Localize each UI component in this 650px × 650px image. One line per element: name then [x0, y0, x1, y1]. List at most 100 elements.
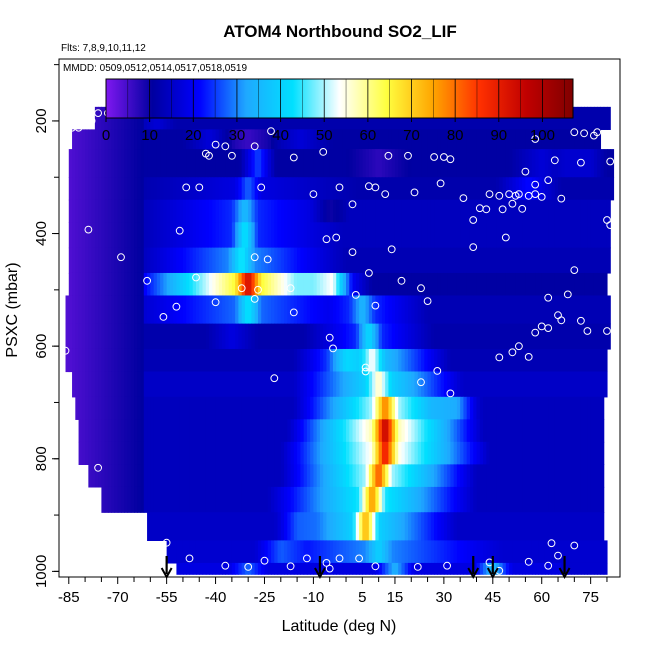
heatmap-cell: [597, 295, 602, 325]
heatmap-cell: [163, 272, 168, 297]
heatmap-cell: [483, 247, 487, 274]
heatmap-cell: [88, 419, 93, 443]
heatmap-cell: [443, 247, 448, 274]
heatmap-cell: [251, 272, 256, 297]
profile-point: [365, 269, 373, 277]
heatmap-cell: [531, 323, 536, 350]
heatmap-cell: [326, 512, 331, 541]
heatmap-cell: [411, 323, 416, 350]
heatmap-cell: [515, 562, 520, 575]
heatmap-cell: [456, 129, 461, 150]
heatmap-cell: [277, 149, 282, 178]
heatmap-cell: [421, 419, 425, 443]
heatmap-cell: [114, 129, 119, 150]
heatmap-cell: [580, 512, 585, 541]
heatmap-cell: [466, 512, 471, 541]
heatmap-cell: [355, 323, 360, 350]
heatmap-cell: [593, 512, 598, 541]
heatmap-cell: [372, 562, 376, 575]
heatmap-cell: [91, 396, 96, 420]
heatmap-cell: [342, 396, 347, 420]
heatmap-cell: [189, 129, 194, 150]
heatmap-cell: [186, 441, 191, 465]
heatmap-cell: [411, 295, 416, 325]
heatmap-cell: [381, 348, 386, 373]
heatmap-cell: [143, 419, 148, 443]
heatmap-cell: [538, 419, 543, 443]
heatmap-cell: [388, 129, 393, 150]
heatmap-cell: [293, 441, 298, 465]
heatmap-cell: [215, 540, 220, 564]
heatmap-cell: [222, 464, 226, 488]
heatmap-cell: [496, 486, 500, 513]
heatmap-cell: [120, 199, 125, 223]
heatmap-cell: [531, 199, 536, 223]
heatmap-cell: [153, 199, 158, 223]
heatmap-cell: [584, 149, 588, 178]
heatmap-cell: [394, 562, 399, 575]
heatmap-cell: [394, 129, 399, 150]
heatmap-cell: [228, 272, 233, 297]
heatmap-cell: [548, 419, 553, 443]
heatmap-cell: [411, 540, 416, 564]
heatmap-cell: [166, 348, 171, 373]
heatmap-cell: [228, 177, 233, 201]
colorbar-tick-label: 40: [272, 127, 289, 144]
heatmap-cell: [179, 272, 184, 297]
heatmap-cell: [522, 272, 527, 297]
heatmap-cell: [336, 177, 341, 201]
heatmap-cell: [332, 348, 337, 373]
heatmap-cell: [359, 512, 363, 541]
heatmap-cell: [535, 199, 540, 223]
dates-subtitle: MMDD: 0509,0512,0514,0517,0518,0519: [63, 63, 247, 74]
heatmap-cell: [512, 129, 517, 150]
heatmap-cell: [427, 177, 432, 201]
heatmap-cell: [140, 323, 145, 350]
heatmap-cell: [509, 199, 513, 223]
heatmap-cell: [124, 396, 129, 420]
heatmap-cell: [342, 295, 347, 325]
heatmap-cell: [476, 149, 481, 178]
heatmap-cell: [264, 486, 269, 513]
heatmap-cell: [111, 272, 116, 297]
heatmap-cell: [352, 512, 357, 541]
heatmap-cell: [251, 441, 256, 465]
x-tick-label: -70: [107, 589, 129, 606]
heatmap-cell: [316, 562, 321, 575]
heatmap-cell: [483, 295, 487, 325]
heatmap-cell: [368, 348, 373, 373]
heatmap-cell: [104, 149, 109, 178]
heatmap-cell: [297, 441, 301, 465]
heatmap-cell: [261, 464, 266, 488]
heatmap-cell: [544, 272, 549, 297]
heatmap-cell: [68, 222, 73, 249]
heatmap-cell: [460, 419, 465, 443]
heatmap-cell: [235, 222, 239, 249]
heatmap-cell: [590, 540, 595, 564]
heatmap-cell: [140, 129, 145, 150]
heatmap-cell: [156, 222, 161, 249]
heatmap-cell: [134, 486, 138, 513]
heatmap-cell: [505, 177, 510, 201]
heatmap-cell: [147, 348, 151, 373]
heatmap-cell: [182, 149, 187, 178]
heatmap-cell: [531, 562, 536, 575]
heatmap-cell: [85, 247, 89, 274]
heatmap-cell: [460, 199, 465, 223]
heatmap-cell: [574, 512, 579, 541]
profile-point: [335, 183, 344, 192]
heatmap-cell: [522, 512, 527, 541]
heatmap-cell: [277, 295, 282, 325]
heatmap-cell: [538, 441, 543, 465]
heatmap-cell: [590, 441, 595, 465]
heatmap-cell: [525, 272, 530, 297]
profile-point: [361, 367, 370, 376]
heatmap-cell: [186, 295, 191, 325]
heatmap-cell: [460, 129, 465, 150]
heatmap-cell: [593, 199, 598, 223]
heatmap-cell: [215, 562, 220, 575]
heatmap-cell: [450, 247, 455, 274]
heatmap-cell: [447, 512, 451, 541]
heatmap-cell: [561, 512, 566, 541]
heatmap-cell: [267, 129, 272, 150]
